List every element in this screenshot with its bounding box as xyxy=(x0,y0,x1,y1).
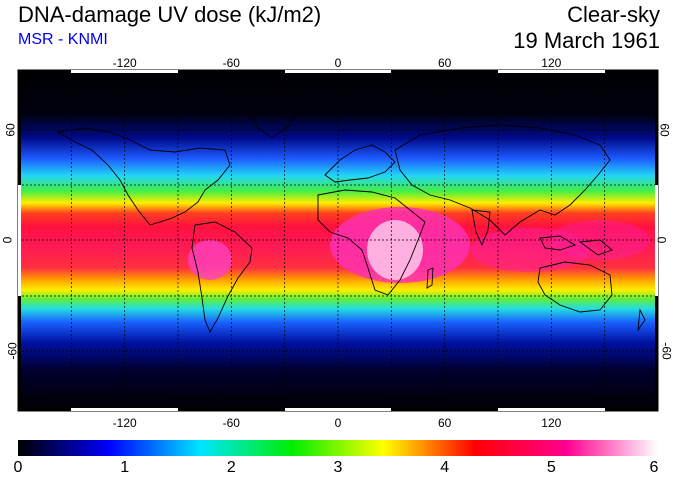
colorbar-label: 5 xyxy=(546,459,556,476)
lat-tick-right: -60 xyxy=(659,342,674,360)
lat-tick-left: 0 xyxy=(0,236,15,244)
lon-tick-bottom: -120 xyxy=(112,416,137,430)
lon-tick-bottom: 0 xyxy=(334,416,342,430)
lon-tick-top: -60 xyxy=(222,56,240,70)
lon-tick-top: 60 xyxy=(438,56,452,70)
frame-ticks xyxy=(18,70,658,411)
lon-tick-top: 0 xyxy=(334,56,342,70)
lon-tick-bottom: -60 xyxy=(222,416,240,430)
lat-tick-right: 60 xyxy=(657,123,672,137)
lon-tick-bottom: 60 xyxy=(438,416,452,430)
graticule xyxy=(18,70,658,411)
colorbar-label: 1 xyxy=(120,459,130,476)
lon-tick-bottom: 120 xyxy=(541,416,562,430)
source-label: MSR - KNMI xyxy=(18,31,108,48)
colorbar-label: 2 xyxy=(226,459,236,476)
coastlines xyxy=(18,91,658,401)
sky-condition-label: Clear-sky xyxy=(567,2,660,27)
date-label: 19 March 1961 xyxy=(513,28,660,53)
colorbar-label: 4 xyxy=(440,459,450,476)
colorbar-label: 3 xyxy=(333,459,343,476)
indian-ocean-band xyxy=(470,228,590,272)
lat-tick-left: 60 xyxy=(3,123,18,137)
andes-hotspot xyxy=(188,240,232,280)
colorbar-label: 0 xyxy=(13,459,23,476)
lat-tick-right: 0 xyxy=(654,236,669,244)
lon-tick-top: -120 xyxy=(112,56,137,70)
africa-peak xyxy=(367,220,423,280)
lat-tick-left: -60 xyxy=(5,342,20,360)
lon-tick-top: 120 xyxy=(541,56,562,70)
chart-title: DNA-damage UV dose (kJ/m2) xyxy=(18,2,322,27)
colorbar xyxy=(18,440,658,456)
colorbar-label: 6 xyxy=(649,459,659,476)
